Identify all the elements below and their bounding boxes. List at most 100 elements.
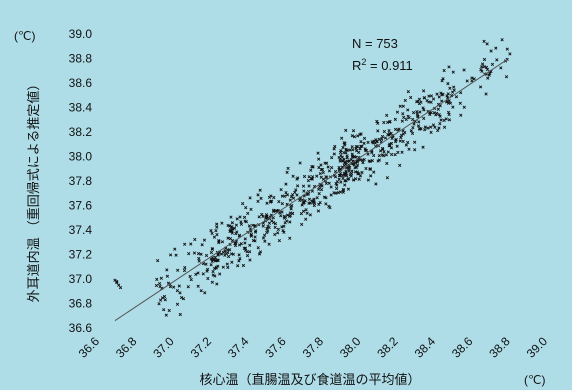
data-point — [369, 174, 373, 178]
data-point — [357, 150, 361, 154]
data-point — [296, 176, 300, 180]
data-point — [157, 302, 161, 306]
data-point — [261, 236, 266, 240]
data-point — [312, 201, 317, 205]
data-point — [429, 100, 433, 104]
data-point — [402, 115, 406, 119]
data-point — [218, 272, 222, 276]
data-point — [234, 223, 239, 227]
data-point — [327, 169, 332, 173]
data-point — [300, 203, 304, 207]
data-point — [315, 174, 319, 178]
data-point — [333, 144, 337, 149]
data-point — [264, 213, 269, 217]
data-point — [332, 152, 336, 156]
data-point — [495, 58, 499, 62]
data-point — [309, 168, 313, 172]
data-point — [165, 274, 170, 278]
data-point — [316, 151, 320, 155]
data-point — [209, 229, 213, 233]
data-point — [462, 105, 466, 109]
data-point — [387, 131, 392, 136]
data-point — [499, 66, 503, 70]
data-point — [319, 163, 323, 167]
data-point — [360, 170, 364, 175]
data-point — [393, 153, 397, 157]
data-point — [289, 207, 293, 211]
data-point — [372, 153, 376, 158]
y-tick-label: 39.0 — [69, 27, 93, 41]
data-point — [329, 185, 333, 189]
data-point — [291, 174, 295, 178]
data-point — [360, 158, 364, 162]
data-point — [182, 268, 187, 273]
data-point — [193, 237, 197, 242]
data-point — [158, 284, 162, 289]
data-point — [230, 229, 234, 233]
data-point — [416, 124, 421, 128]
data-point — [441, 77, 445, 81]
data-point — [302, 200, 306, 204]
data-point — [288, 236, 292, 240]
data-point — [401, 104, 405, 108]
data-point — [268, 200, 273, 204]
data-point — [239, 220, 243, 224]
data-point — [377, 153, 381, 158]
data-point — [486, 76, 490, 80]
data-point — [271, 220, 276, 225]
data-point — [406, 108, 410, 112]
data-point — [301, 184, 306, 188]
data-point — [324, 202, 328, 206]
data-point — [300, 222, 304, 227]
data-point — [342, 143, 347, 147]
data-point — [220, 221, 224, 225]
data-point — [154, 283, 159, 288]
data-point — [422, 108, 426, 112]
data-point — [462, 68, 466, 72]
data-point — [344, 171, 348, 175]
data-point — [436, 128, 440, 133]
data-point — [355, 163, 360, 167]
data-point — [318, 171, 322, 176]
data-point — [400, 150, 404, 154]
data-point — [248, 258, 252, 262]
data-point — [316, 209, 321, 213]
data-point — [229, 215, 233, 219]
data-point — [333, 170, 338, 174]
data-point — [384, 153, 388, 157]
data-point — [339, 190, 343, 194]
data-point — [206, 276, 210, 281]
data-point — [215, 282, 219, 286]
data-point — [382, 120, 386, 125]
data-point — [295, 193, 299, 197]
data-point — [380, 137, 384, 141]
data-point — [324, 181, 328, 186]
data-point — [189, 242, 193, 246]
data-point — [321, 170, 325, 175]
data-point — [273, 232, 277, 237]
y-tick-label: 38.6 — [69, 76, 93, 90]
data-point — [340, 136, 344, 140]
y-tick-label: 37.6 — [69, 199, 93, 213]
data-point — [244, 206, 248, 210]
data-point — [346, 177, 350, 181]
data-point — [482, 64, 486, 69]
data-point — [374, 182, 378, 186]
data-point — [215, 225, 219, 229]
data-point — [256, 199, 260, 203]
data-point — [262, 233, 267, 237]
data-point — [261, 224, 265, 228]
data-point — [214, 266, 218, 270]
data-point — [167, 308, 171, 313]
data-point — [484, 65, 489, 70]
data-point — [168, 253, 173, 257]
data-point — [188, 274, 192, 279]
data-point — [213, 255, 217, 259]
data-point — [350, 134, 354, 138]
data-point — [341, 176, 345, 181]
data-point — [285, 170, 289, 174]
data-point — [352, 178, 356, 182]
data-point — [272, 195, 276, 200]
data-point — [398, 163, 402, 167]
data-point — [335, 186, 339, 191]
